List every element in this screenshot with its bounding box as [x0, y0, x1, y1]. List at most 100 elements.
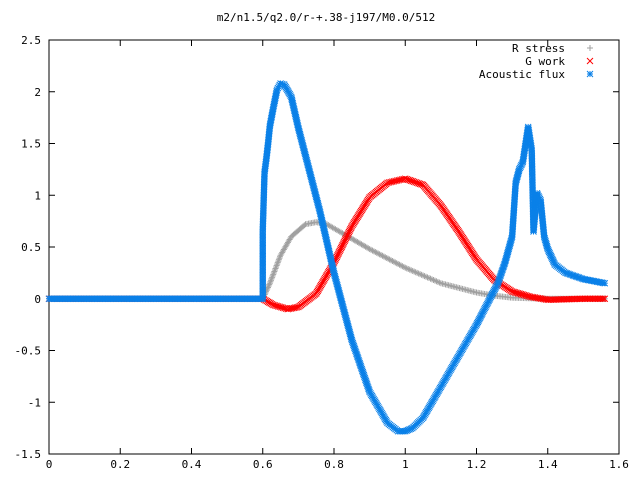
data-point	[395, 260, 402, 267]
data-point	[379, 252, 386, 259]
data-point	[266, 280, 273, 287]
data-point	[382, 254, 389, 261]
data-point	[430, 276, 437, 283]
data-point	[378, 252, 385, 259]
data-point	[264, 284, 271, 291]
y-tick-label: -0.5	[15, 345, 42, 358]
data-point	[596, 295, 604, 303]
x-tick-label: 0.2	[110, 458, 130, 471]
x-tick-label: 1.2	[467, 458, 487, 471]
data-point	[581, 295, 589, 303]
data-point	[273, 264, 280, 271]
y-tick-label: 1.5	[21, 138, 41, 151]
data-point	[599, 295, 607, 303]
data-point	[601, 279, 609, 287]
data-point	[415, 270, 422, 277]
data-point	[390, 258, 397, 265]
x-tick-label: 0	[46, 458, 53, 471]
data-point	[588, 295, 595, 303]
data-point	[433, 278, 440, 285]
data-point	[392, 259, 399, 266]
data-point	[406, 266, 413, 273]
data-point	[428, 276, 435, 283]
data-point	[403, 265, 410, 272]
data-point	[385, 255, 392, 262]
data-point	[274, 259, 281, 266]
data-point	[584, 295, 592, 303]
data-point	[269, 272, 276, 279]
data-point	[434, 278, 441, 285]
series-acoustic-flux	[45, 80, 609, 435]
data-point	[402, 264, 409, 271]
x-tick-label: 1	[402, 458, 409, 471]
data-point	[270, 269, 277, 276]
data-point	[273, 262, 280, 269]
data-point	[411, 268, 418, 275]
data-point	[589, 295, 597, 303]
data-point	[380, 253, 387, 260]
data-point	[400, 263, 407, 270]
data-point	[265, 283, 272, 290]
data-point	[386, 256, 393, 263]
data-point	[412, 269, 419, 276]
data-point	[409, 267, 416, 274]
data-point	[370, 248, 377, 255]
legend-label: R stress	[512, 42, 565, 55]
y-tick-label: 2.5	[21, 34, 41, 47]
data-point	[601, 295, 609, 303]
legend-label: G work	[525, 55, 565, 68]
data-point	[591, 295, 599, 303]
data-point	[274, 261, 281, 268]
data-point	[266, 281, 273, 288]
data-point	[598, 295, 605, 303]
legend-marker	[587, 45, 593, 51]
x-tick-label: 0.6	[253, 458, 273, 471]
axes: 0 0.2 0.4 0.6 0.8 1 1.2 1.4 1.6 2.5 2 1.5 1 0.5 0 -0.5 -…	[15, 34, 629, 471]
plot-frame	[48, 39, 620, 455]
data-point	[369, 247, 376, 254]
data-point	[275, 256, 282, 263]
plot-area	[45, 80, 609, 435]
chart-title: m2/n1.5/q2.0/r-+.38-j197/M0.0/512	[217, 11, 436, 24]
data-point	[388, 257, 394, 264]
data-point	[269, 274, 276, 281]
data-point	[420, 272, 427, 279]
y-tick-label: 2	[34, 86, 41, 99]
data-point	[276, 255, 283, 262]
data-point	[426, 275, 432, 282]
data-point	[586, 295, 594, 303]
data-point	[277, 253, 283, 260]
data-point	[405, 265, 412, 272]
y-tick-label: 1	[34, 189, 41, 202]
data-point	[399, 263, 406, 270]
data-point	[424, 274, 431, 281]
data-point	[580, 295, 587, 303]
x-tick-label: 1.6	[609, 458, 629, 471]
data-point	[301, 222, 308, 229]
data-point	[270, 271, 277, 278]
data-point	[593, 295, 600, 303]
data-point	[421, 273, 428, 280]
x-tick-label: 0.8	[324, 458, 344, 471]
data-point	[431, 277, 438, 284]
data-point	[373, 249, 380, 256]
data-point	[366, 246, 373, 253]
data-point	[272, 265, 279, 272]
legend-marker	[586, 70, 594, 78]
x-tick-label: 0.4	[182, 458, 202, 471]
data-point	[275, 258, 282, 265]
data-point	[389, 257, 396, 264]
y-tick-label: 0	[34, 293, 41, 306]
data-point	[418, 271, 425, 278]
data-point	[376, 251, 383, 258]
data-point	[383, 255, 390, 262]
y-tick-label: -1.5	[15, 448, 42, 461]
y-tick-label: -1	[28, 396, 41, 409]
y-tick-label: 0.5	[21, 241, 41, 254]
x-tick-label: 1.4	[538, 458, 558, 471]
data-point	[594, 295, 602, 303]
data-point	[271, 266, 278, 273]
data-point	[417, 271, 424, 278]
data-point	[393, 260, 400, 267]
